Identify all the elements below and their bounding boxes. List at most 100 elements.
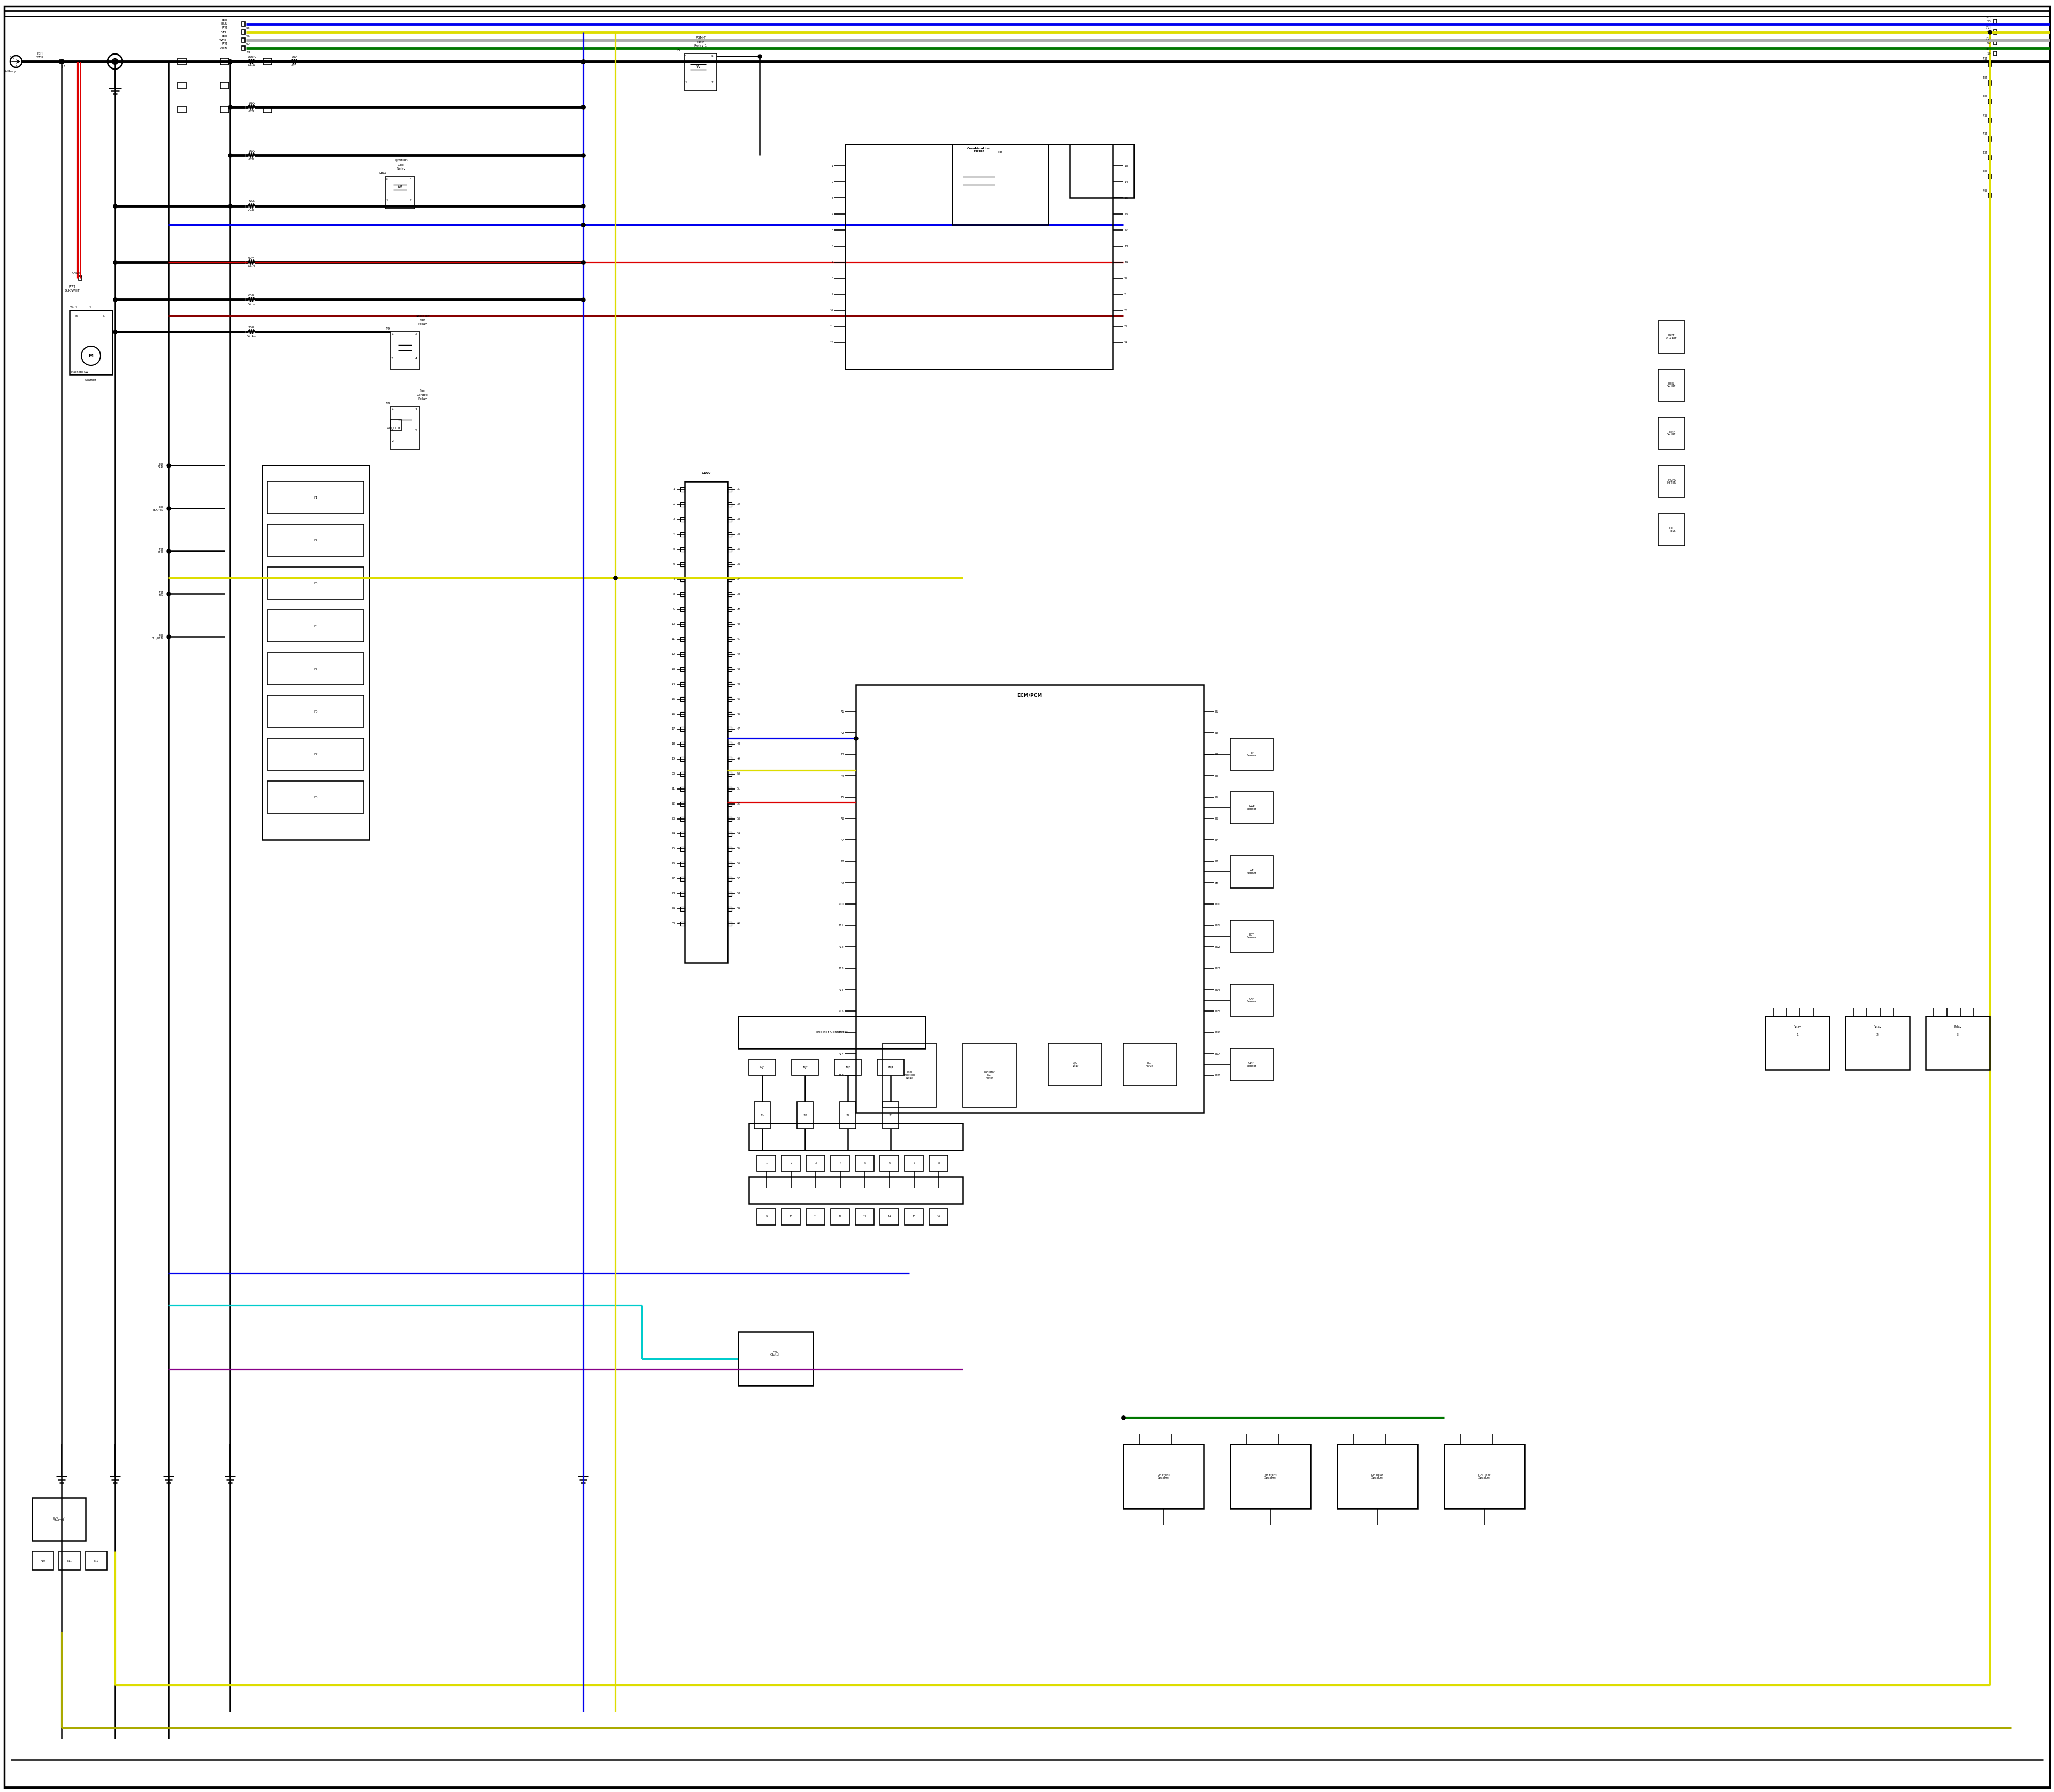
Text: ECM/PCM: ECM/PCM — [1017, 694, 1041, 697]
Text: 53: 53 — [737, 817, 739, 821]
Text: [EJ]
RED: [EJ] RED — [158, 462, 162, 468]
Text: A6: A6 — [840, 817, 844, 819]
Text: A5: A5 — [840, 796, 844, 799]
Text: GRN: GRN — [220, 47, 228, 50]
Text: WHT: WHT — [37, 56, 43, 59]
Text: M: M — [88, 353, 92, 358]
Text: 54: 54 — [737, 833, 739, 835]
Text: [EJ]: [EJ] — [1982, 188, 1986, 192]
Bar — [680, 742, 684, 745]
Text: 12: 12 — [838, 1215, 842, 1219]
Text: 3: 3 — [1957, 1034, 1960, 1036]
Text: 2: 2 — [1877, 1034, 1879, 1036]
Bar — [727, 547, 731, 552]
Text: F6: F6 — [314, 710, 318, 713]
Text: A/C
Clutch: A/C Clutch — [770, 1351, 781, 1357]
Bar — [750, 1124, 963, 1150]
Text: T4: T4 — [70, 306, 74, 308]
Text: BLK/WHT: BLK/WHT — [64, 289, 80, 292]
Text: 24: 24 — [1124, 340, 1128, 344]
Text: MAP
Sensor: MAP Sensor — [1247, 805, 1257, 810]
Text: B7: B7 — [1216, 839, 1218, 840]
Text: F12: F12 — [94, 1559, 99, 1563]
Bar — [386, 177, 415, 208]
Bar — [684, 482, 727, 962]
Bar — [220, 106, 228, 113]
Bar — [680, 862, 684, 866]
Bar — [1988, 81, 1992, 84]
Text: T1: T1 — [60, 65, 64, 70]
Bar — [1994, 52, 1996, 56]
Text: Radiator
Fan
Motor: Radiator Fan Motor — [984, 1072, 994, 1079]
Text: CMP
Sensor: CMP Sensor — [1247, 1061, 1257, 1068]
Text: B10: B10 — [1216, 903, 1220, 905]
Text: 1: 1 — [390, 409, 392, 410]
Text: 19: 19 — [1124, 262, 1128, 263]
Text: S: S — [103, 314, 105, 317]
Bar — [877, 1059, 904, 1075]
Bar — [781, 1156, 801, 1172]
Text: 17: 17 — [1124, 229, 1128, 231]
Bar — [680, 892, 684, 896]
Bar — [220, 82, 228, 90]
Bar — [1988, 63, 1992, 66]
Text: ECT
Sensor: ECT Sensor — [1247, 934, 1257, 939]
Text: OIL
PRESS: OIL PRESS — [1668, 527, 1676, 532]
Bar — [267, 525, 364, 556]
Text: A29: A29 — [249, 158, 255, 161]
Bar — [854, 1210, 875, 1226]
Text: [EJ]: [EJ] — [1982, 133, 1986, 134]
Bar — [242, 38, 244, 43]
Text: Fan: Fan — [419, 389, 425, 392]
Text: #3: #3 — [846, 1115, 850, 1116]
Bar — [737, 1331, 813, 1385]
Text: A8: A8 — [840, 860, 844, 862]
Text: 5: 5 — [415, 430, 417, 432]
Text: PGM-F: PGM-F — [696, 36, 707, 39]
Text: B5: B5 — [1216, 796, 1218, 799]
Text: INJ3: INJ3 — [844, 1066, 850, 1068]
Text: B8: B8 — [1216, 860, 1218, 862]
Text: 18: 18 — [672, 742, 676, 745]
Text: Battery: Battery — [4, 70, 16, 72]
Bar — [680, 817, 684, 821]
Text: 17: 17 — [672, 728, 676, 731]
Text: 16A: 16A — [292, 56, 298, 59]
Bar — [1994, 30, 1996, 34]
Text: [EJ]
BLK/YEL: [EJ] BLK/YEL — [152, 505, 162, 511]
Text: 60: 60 — [246, 43, 251, 47]
Bar — [727, 518, 731, 521]
Text: 28: 28 — [672, 892, 676, 896]
Bar — [177, 59, 187, 65]
Text: 10: 10 — [789, 1215, 793, 1219]
Bar — [680, 638, 684, 642]
Text: A21: A21 — [292, 65, 298, 66]
Bar — [33, 1498, 86, 1541]
Text: 59: 59 — [246, 36, 251, 38]
Bar — [830, 1210, 850, 1226]
Text: Fan: Fan — [419, 319, 425, 321]
Text: 59: 59 — [737, 907, 739, 910]
Text: Relay: Relay — [1953, 1025, 1962, 1029]
Text: [EJ]: [EJ] — [222, 34, 228, 38]
Text: Ignition: Ignition — [394, 159, 407, 161]
Text: 20A: 20A — [249, 326, 255, 328]
Text: 11: 11 — [830, 324, 834, 328]
Bar — [727, 638, 731, 642]
Text: W: W — [398, 185, 403, 190]
Text: L5: L5 — [676, 50, 680, 52]
Bar — [727, 817, 731, 821]
Text: 14: 14 — [672, 683, 676, 686]
Bar — [727, 787, 731, 790]
Text: 58: 58 — [246, 27, 251, 30]
Bar — [834, 1059, 861, 1075]
Text: F5: F5 — [314, 667, 318, 670]
Bar — [1658, 466, 1684, 498]
Text: 21: 21 — [1124, 292, 1128, 296]
Bar — [963, 1043, 1017, 1107]
Bar — [883, 1043, 937, 1107]
Bar — [33, 1552, 53, 1570]
Bar — [680, 652, 684, 656]
Text: Combination
Meter: Combination Meter — [967, 147, 990, 152]
Text: A7: A7 — [840, 839, 844, 840]
